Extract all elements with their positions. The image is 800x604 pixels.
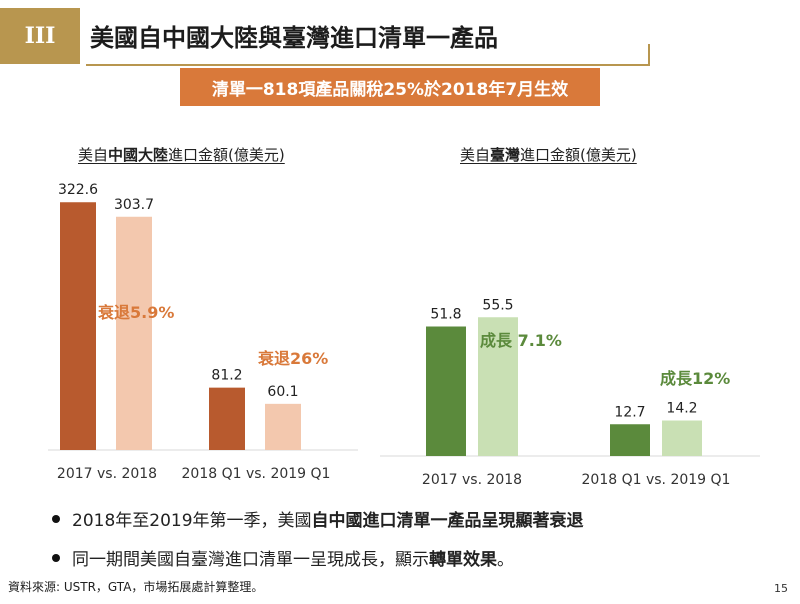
page-number: 15 [774, 582, 788, 595]
china-bar [209, 387, 245, 450]
china-category-label: 2017 vs. 2018 [57, 466, 157, 482]
page-title: 美國自中國大陸與臺灣進口清單一產品 [90, 24, 498, 52]
taiwan-change-annotation: 成長 7.1% [480, 331, 562, 350]
bullet-item: 2018年至2019年第一季，美國 自中國進口清單一產品呈現顯著衰退 [52, 506, 584, 531]
title-underline [86, 64, 650, 66]
taiwan-chart-title: 美自臺灣進口金額(億美元) [460, 144, 637, 165]
bullet-item: 同一期間美國自臺灣進口清單一呈現成長，顯示 轉單效果。 [52, 545, 584, 570]
china-chart-title-bold: 中國大陸 [108, 146, 169, 164]
china-chart-title: 美自中國大陸進口金額(億美元) [78, 144, 285, 165]
tariff-banner: 清單一818項產品關稅25%於2018年7月生效 [180, 68, 600, 106]
china-change-annotation: 衰退26% [257, 349, 328, 368]
bullet-list: 2018年至2019年第一季，美國 自中國進口清單一產品呈現顯著衰退 同一期間美國… [52, 506, 584, 584]
china-value-label: 303.7 [114, 197, 154, 213]
china-chart-title-post: 進口金額(億美元) [168, 146, 285, 164]
taiwan-value-label: 14.2 [666, 401, 697, 417]
china-chart-title-pre: 美自 [78, 146, 109, 164]
china-change-annotation: 衰退5.9% [97, 303, 174, 322]
bullet-dot [52, 514, 60, 523]
taiwan-category-label: 2017 vs. 2018 [422, 472, 522, 488]
china-value-label: 60.1 [267, 384, 298, 400]
china-value-label: 81.2 [211, 368, 242, 384]
taiwan-value-label: 51.8 [430, 307, 461, 323]
taiwan-bar [662, 420, 702, 456]
taiwan-chart-title-post: 進口金額(億美元) [520, 146, 637, 164]
taiwan-category-label: 2018 Q1 vs. 2019 Q1 [582, 472, 731, 488]
taiwan-chart-title-pre: 美自 [460, 146, 491, 164]
china-value-label: 322.6 [58, 182, 98, 198]
title-underline-tick [648, 44, 650, 66]
source-note: 資料來源: USTR，GTA，市場拓展處計算整理。 [8, 580, 264, 594]
bullet-text-pre: 2018年至2019年第一季，美國 [72, 511, 312, 531]
china-bar [60, 202, 96, 450]
china-category-label: 2018 Q1 vs. 2019 Q1 [182, 466, 331, 482]
bullet-text-post: 。 [497, 550, 514, 570]
bullet-text-bold: 轉單效果 [429, 550, 497, 570]
bullet-text-bold: 自中國進口清單一產品呈現顯著衰退 [311, 511, 584, 531]
taiwan-bar [426, 326, 466, 456]
taiwan-value-label: 12.7 [614, 404, 645, 420]
taiwan-chart-title-bold: 臺灣 [490, 146, 521, 164]
taiwan-bar [610, 424, 650, 456]
bullet-text-pre: 同一期間美國自臺灣進口清單一呈現成長，顯示 [72, 550, 429, 570]
china-bar [265, 403, 301, 450]
section-badge: III [0, 8, 80, 64]
taiwan-change-annotation: 成長12% [660, 369, 730, 388]
china-bar [116, 216, 152, 450]
bullet-dot [52, 553, 60, 562]
taiwan-bar [478, 317, 518, 456]
taiwan-value-label: 55.5 [482, 297, 513, 313]
